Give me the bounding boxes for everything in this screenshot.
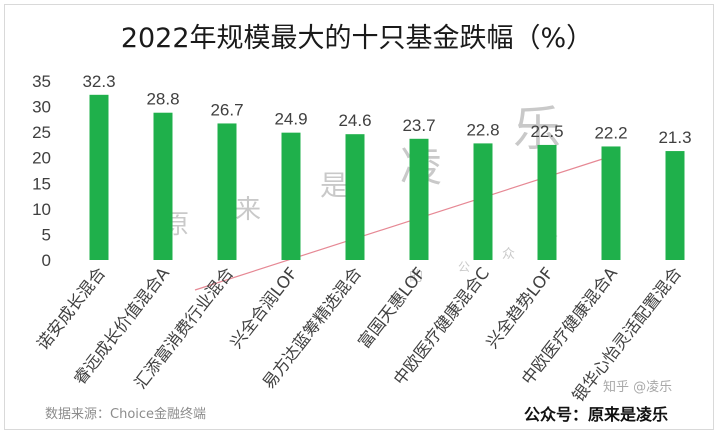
y-tick-label: 35 [32,72,51,91]
data-label: 23.7 [402,116,435,135]
x-tick-label: 兴全趋势LOF [482,264,557,352]
data-label: 22.8 [466,120,499,139]
bar [601,146,621,260]
chart-title: 2022年规模最大的十只基金跌幅（%） [121,23,593,54]
bar [281,132,301,260]
watermark-char-3: 是 [320,169,348,202]
data-label: 21.3 [658,128,691,147]
zhihu-watermark: 知乎 @凌乐 [603,379,672,395]
data-label: 24.9 [274,110,307,129]
bar-chart: 2022年规模最大的十只基金跌幅（%） 原 来 是 凌 乐 的 公 众 号 05… [32,23,691,424]
data-label: 24.6 [338,111,371,130]
data-label: 22.5 [530,122,563,141]
bar [665,151,685,260]
y-tick-label: 30 [32,98,51,117]
data-source-note: 数据来源：Choice金融终端 [45,406,206,422]
bar [473,143,493,260]
bars [89,94,685,261]
bar [537,144,557,260]
x-axis-labels: 诺安成长混合睿远成长价值混合A汇添富消费行业混合兴全合润LOF易方达蓝筹精选混合… [33,263,685,405]
data-label: 26.7 [210,100,243,119]
bar [409,138,429,260]
data-label: 22.2 [594,123,627,142]
data-label: 28.8 [146,90,179,109]
x-tick-label: 富国天惠LOF [354,264,429,352]
y-tick-label: 15 [32,174,51,193]
watermark-char-8: 众 [502,247,515,262]
watermark-char-6: 的 [409,269,423,285]
wechat-account-label: 公众号：原来是凌乐 [524,405,668,424]
chart-frame: 2022年规模最大的十只基金跌幅（%） 原 来 是 凌 乐 的 公 众 号 05… [4,4,714,430]
y-tick-label: 0 [42,251,51,270]
y-axis: 0 5 10 15 20 25 30 35 [32,72,51,270]
data-labels: 32.3 28.8 26.7 24.9 24.6 23.7 22.8 22.5 22.2 21.3 [82,72,691,147]
y-tick-label: 5 [42,225,51,244]
bar [345,134,365,260]
x-tick-label: 兴全合润LOF [226,264,301,352]
bar [153,112,173,260]
data-label: 32.3 [82,72,115,91]
bar [89,94,109,261]
bar [217,123,237,260]
watermark-char-2: 来 [235,195,261,225]
y-tick-label: 10 [32,200,51,219]
watermark-char-7: 公 [458,260,470,274]
y-tick-label: 25 [32,123,51,142]
y-tick-label: 20 [32,149,51,168]
